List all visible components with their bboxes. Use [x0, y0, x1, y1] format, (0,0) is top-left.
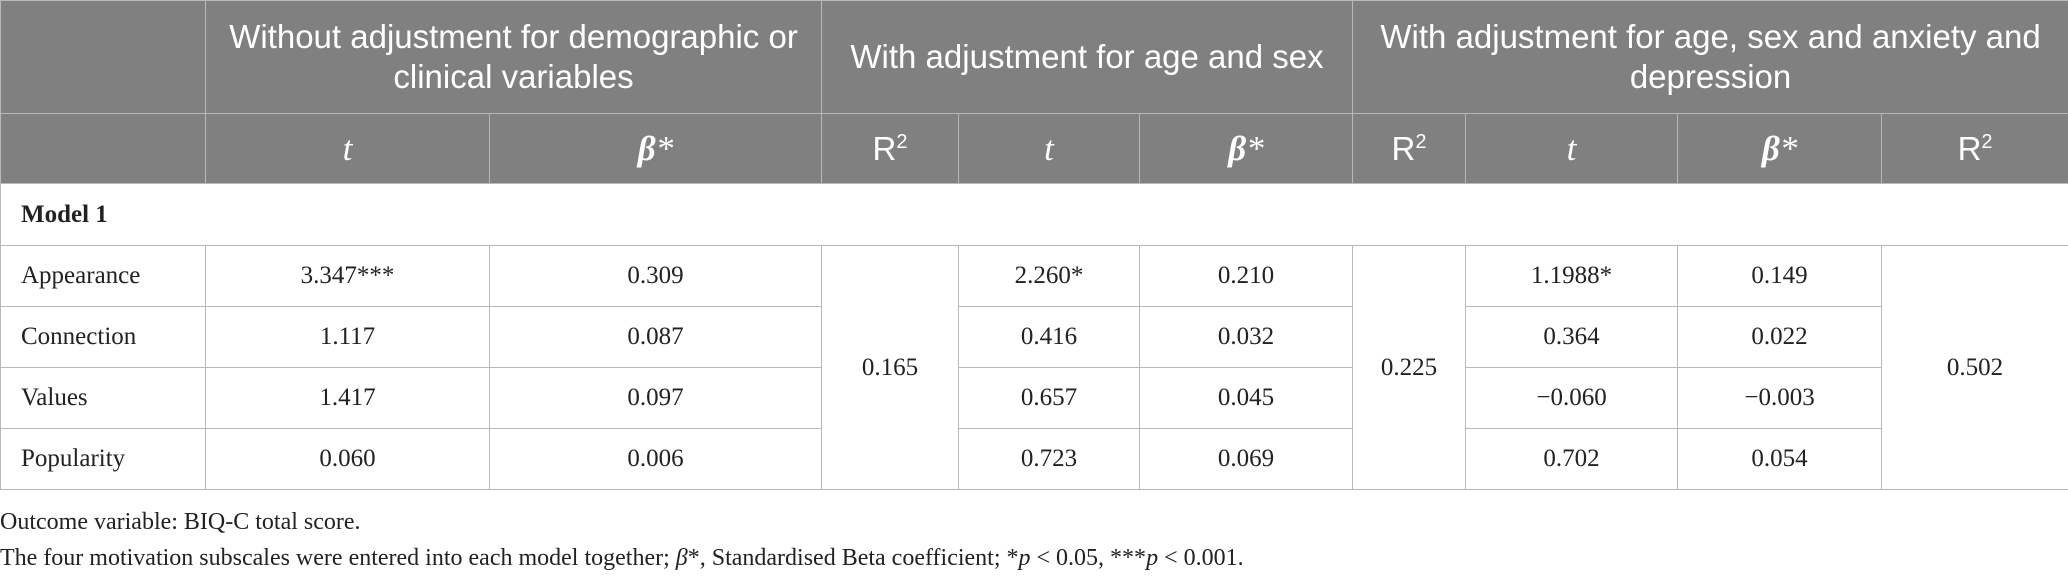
cell-beta-full: 0.149: [1677, 245, 1883, 307]
row-label: Popularity: [0, 428, 206, 490]
regression-table: Without adjustment for demographic or cl…: [0, 0, 2068, 490]
cell-t-full: −0.060: [1465, 367, 1679, 429]
cell-beta-unadjusted: 0.097: [488, 367, 823, 429]
col-header-t-3: t: [1465, 113, 1679, 184]
row-label: Appearance: [0, 245, 206, 307]
cell-t-full: 1.1988*: [1465, 245, 1679, 307]
cell-r2-age-sex: 0.225: [1352, 245, 1467, 490]
table-footnotes: Outcome variable: BIQ-C total score. The…: [0, 504, 1244, 576]
col-header-r2-3: R2: [1881, 113, 2068, 184]
cell-beta-age-sex: 0.069: [1139, 428, 1354, 490]
col-header-t-1: t: [205, 113, 490, 184]
col-header-beta-3: β*: [1677, 113, 1883, 184]
sub-header-row: t β* R2 t β* R2 t β* R2: [0, 113, 2068, 184]
cell-t-age-sex: 0.657: [958, 367, 1141, 429]
table-row: Connection 1.117 0.087 0.416 0.032 0.364…: [0, 306, 2068, 368]
col-header-beta-1: β*: [488, 113, 823, 184]
row-label: Connection: [0, 306, 206, 368]
footnote-legend: The four motivation subscales were enter…: [0, 545, 1244, 571]
group-header-age-sex: With adjustment for age and sex: [821, 0, 1354, 114]
cell-t-age-sex: 0.416: [958, 306, 1141, 368]
cell-r2-full: 0.502: [1881, 245, 2068, 490]
header-empty-cell: [0, 0, 206, 114]
cell-beta-unadjusted: 0.006: [488, 428, 823, 490]
col-header-r2-2: R2: [1352, 113, 1467, 184]
col-header-beta-2: β*: [1139, 113, 1354, 184]
table-row: Values 1.417 0.097 0.657 0.045 −0.060 −0…: [0, 367, 2068, 429]
cell-beta-age-sex: 0.210: [1139, 245, 1354, 307]
table-row: Popularity 0.060 0.006 0.723 0.069 0.702…: [0, 428, 2068, 490]
cell-t-full: 0.702: [1465, 428, 1679, 490]
row-label: Values: [0, 367, 206, 429]
cell-beta-full: 0.022: [1677, 306, 1883, 368]
cell-beta-unadjusted: 0.087: [488, 306, 823, 368]
footnote-outcome: Outcome variable: BIQ-C total score.: [0, 509, 361, 535]
cell-t-age-sex: 2.260*: [958, 245, 1141, 307]
col-header-t-2: t: [958, 113, 1141, 184]
section-title: Model 1: [0, 183, 2068, 246]
group-header-row: Without adjustment for demographic or cl…: [0, 0, 2068, 114]
cell-t-unadjusted: 0.060: [205, 428, 490, 490]
table-row: Appearance 3.347*** 0.309 0.165 2.260* 0…: [0, 245, 2068, 490]
cell-t-unadjusted: 1.417: [205, 367, 490, 429]
cell-t-full: 0.364: [1465, 306, 1679, 368]
cell-r2-unadjusted: 0.165: [821, 245, 960, 490]
cell-t-age-sex: 0.723: [958, 428, 1141, 490]
group-header-age-sex-anxiety-depression: With adjustment for age, sex and anxiety…: [1352, 0, 2068, 114]
group-header-unadjusted: Without adjustment for demographic or cl…: [204, 0, 823, 114]
cell-beta-age-sex: 0.045: [1139, 367, 1354, 429]
cell-beta-full: −0.003: [1677, 367, 1883, 429]
section-row: Model 1: [0, 183, 2068, 246]
col-header-r2-1: R2: [821, 113, 960, 184]
cell-t-unadjusted: 3.347***: [205, 245, 490, 307]
cell-beta-full: 0.054: [1677, 428, 1883, 490]
cell-t-unadjusted: 1.117: [205, 306, 490, 368]
cell-beta-unadjusted: 0.309: [488, 245, 823, 307]
cell-beta-age-sex: 0.032: [1139, 306, 1354, 368]
sub-header-empty-cell: [0, 113, 206, 184]
